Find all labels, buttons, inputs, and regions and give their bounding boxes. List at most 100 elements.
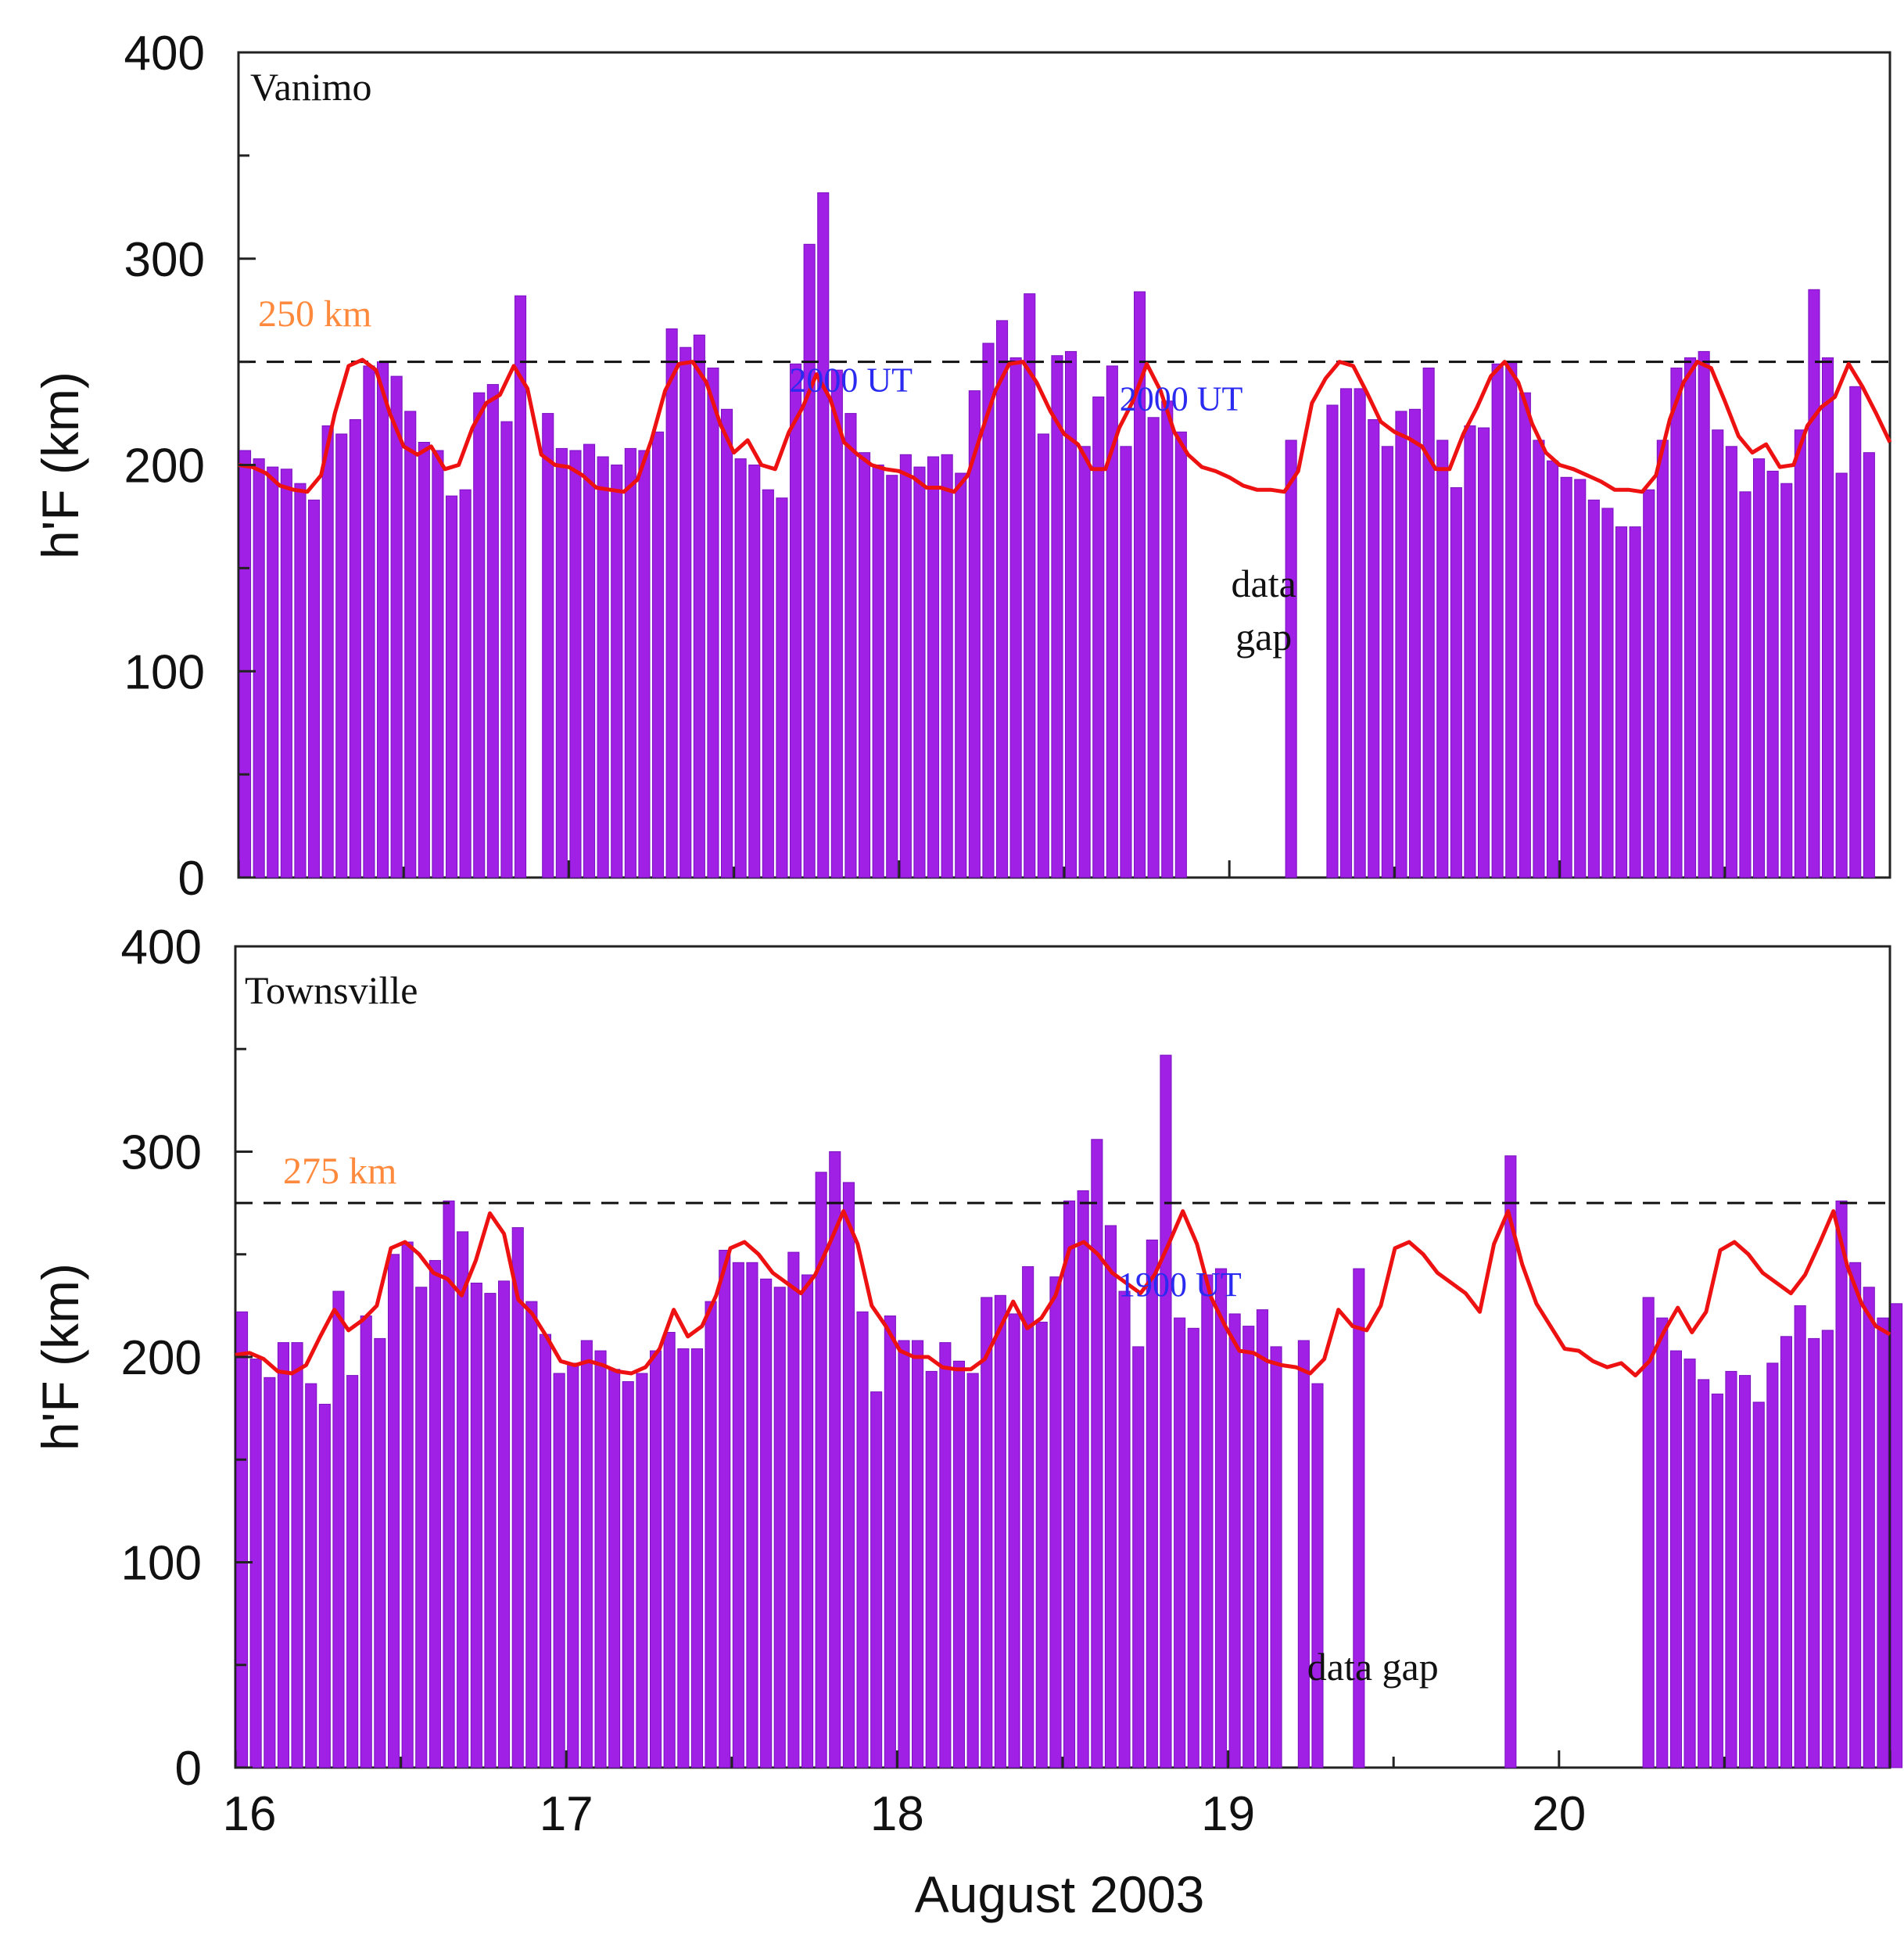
bar [1835, 1201, 1848, 1768]
bar [1450, 487, 1462, 878]
bar [1533, 440, 1545, 878]
bar [253, 458, 265, 878]
bar [1615, 526, 1628, 878]
bar [1891, 1303, 1903, 1768]
bar [650, 1350, 662, 1768]
bar [1601, 508, 1614, 878]
y-tick-label: 400 [124, 27, 205, 81]
bar [1174, 431, 1187, 878]
bar [1670, 368, 1683, 878]
bar [1519, 392, 1531, 878]
x-tick-label: 16 [223, 1787, 277, 1841]
bar [1174, 1317, 1186, 1768]
bar [446, 495, 458, 878]
bar [941, 454, 953, 878]
bar [401, 1241, 414, 1768]
bar [511, 1227, 524, 1768]
bar [1794, 1305, 1806, 1768]
data-gap-text: gap [1235, 615, 1292, 659]
bar [308, 499, 321, 878]
bar [719, 1250, 731, 1768]
data-gap-text: data [1232, 562, 1296, 605]
bar [1766, 1362, 1779, 1768]
bar [418, 442, 430, 878]
bar [1270, 1346, 1282, 1768]
bar [484, 1293, 497, 1768]
bar [404, 411, 417, 878]
bar [1035, 1321, 1048, 1768]
bar [498, 1280, 511, 1768]
bar [1822, 357, 1834, 878]
bar [1643, 489, 1655, 878]
bar [1505, 361, 1518, 878]
bar [1147, 417, 1160, 878]
bar [457, 1231, 469, 1768]
bar [1353, 1268, 1365, 1768]
y-tick-label: 0 [175, 1742, 202, 1796]
bar [705, 1301, 717, 1768]
x-tick-label: 20 [1532, 1787, 1586, 1841]
bar [1104, 1225, 1117, 1768]
bar [872, 465, 884, 878]
y-tick-label: 0 [178, 852, 205, 906]
bar [787, 1251, 800, 1768]
x-tick-label: 17 [540, 1787, 593, 1841]
bar [886, 475, 898, 878]
bar [638, 450, 651, 878]
bar [1642, 1297, 1655, 1768]
bar [721, 408, 733, 878]
bar [1436, 440, 1449, 878]
bar [1311, 1383, 1324, 1768]
bar [803, 243, 816, 878]
bar [363, 365, 375, 878]
threshold-label: 275 km [283, 1150, 396, 1192]
bar [939, 1342, 952, 1768]
bar [1409, 408, 1422, 878]
peak-annotation: 2000 UT [789, 361, 913, 400]
bar [927, 456, 940, 878]
y-tick-label: 200 [124, 440, 205, 494]
bar [377, 361, 389, 878]
bar [1051, 355, 1063, 878]
bar [1656, 1317, 1669, 1768]
bar [1504, 1155, 1517, 1768]
bar [569, 450, 582, 878]
bar [844, 413, 857, 878]
bar [1863, 1287, 1875, 1768]
bar [597, 456, 609, 878]
bar [952, 1360, 966, 1768]
bar [677, 1348, 690, 1768]
x-axis-title: August 2003 [915, 1865, 1205, 1923]
y-axis: 0 100 200 300 400 [124, 27, 256, 906]
bar [1063, 1201, 1076, 1768]
bar [1106, 365, 1118, 878]
bar [1422, 368, 1435, 878]
bar [1187, 1327, 1199, 1768]
bar [790, 363, 802, 878]
smoothed-curve [238, 357, 1892, 494]
bar [1808, 1337, 1820, 1768]
bar [693, 334, 705, 878]
bar [746, 1262, 758, 1768]
bar [732, 1262, 744, 1768]
bar [773, 1287, 786, 1768]
bar [1766, 470, 1779, 878]
bar [829, 1151, 841, 1768]
bar [842, 1182, 855, 1768]
bar [1008, 1313, 1020, 1768]
bar [636, 1373, 648, 1768]
smoothed-curve [235, 1209, 1891, 1378]
bar [1739, 1375, 1752, 1768]
bar [388, 1254, 400, 1768]
bar [1725, 446, 1737, 878]
bar [996, 320, 1009, 878]
bar [1753, 458, 1766, 878]
bar [776, 497, 788, 878]
bar [1629, 526, 1641, 878]
peak-annotation: 2000 UT [1120, 379, 1243, 418]
bar [346, 1375, 359, 1768]
bar [1808, 289, 1820, 878]
bar [321, 425, 334, 878]
